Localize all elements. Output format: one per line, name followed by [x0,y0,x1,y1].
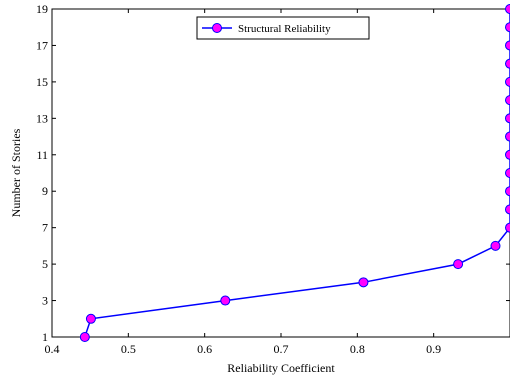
series-layer [79,4,510,342]
x-axis-ticks: 0.4 0.5 0.6 0.7 0.8 0.9 [45,9,441,356]
data-point [505,58,510,69]
legend-marker-sample [212,23,222,33]
data-point [220,295,231,306]
data-point [505,113,510,124]
data-point [505,22,510,33]
data-point [490,240,501,251]
data-point [505,40,510,51]
legend: Structural Reliability [196,16,370,40]
y-tick-label: 17 [36,38,48,52]
x-tick-label: 0.5 [121,342,136,356]
data-point [505,222,510,233]
data-point [505,186,510,197]
x-tick-label: 0.6 [197,342,212,356]
y-tick-label: 7 [42,221,48,235]
data-point [505,95,510,106]
data-point [505,168,510,178]
y-tick-label: 9 [42,184,48,198]
y-tick-label: 1 [42,330,48,344]
x-tick-label: 0.8 [350,342,365,356]
x-axis-label: Reliability Coefficient [227,361,335,375]
plot-area [51,8,510,338]
data-point [358,277,369,288]
y-tick-label: 15 [36,75,48,89]
data-point [85,313,96,324]
y-tick-label: 3 [42,294,48,308]
y-tick-label: 5 [42,257,48,271]
data-point [505,204,510,215]
x-tick-label: 0.9 [426,342,441,356]
legend-entry-label: Structural Reliability [238,23,331,35]
data-point [505,131,510,142]
data-point [79,332,90,342]
x-tick-label: 0.7 [274,342,289,356]
y-tick-label: 19 [36,2,48,16]
y-tick-label: 13 [36,111,48,125]
y-axis-label: Number of Stories [9,128,23,217]
x-tick-label: 0.4 [45,342,60,356]
data-point [505,4,510,14]
data-point [505,76,510,87]
data-point [505,149,510,160]
legend-box [196,16,370,40]
y-tick-label: 11 [36,148,48,162]
data-point [453,259,464,270]
